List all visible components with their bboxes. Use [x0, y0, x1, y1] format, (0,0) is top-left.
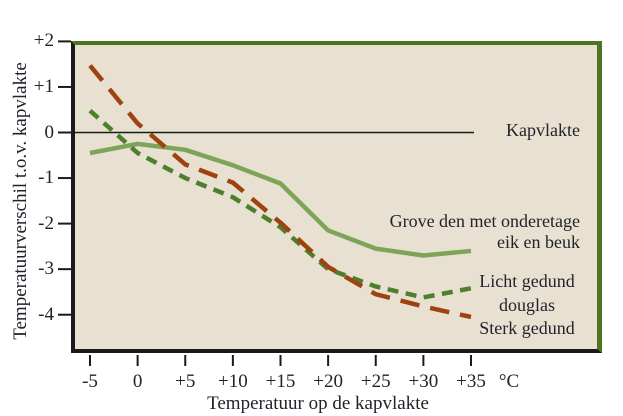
y-tick-label: -4	[38, 303, 54, 325]
x-tick-label: 0	[132, 371, 143, 392]
y-tick-label: -1	[38, 167, 54, 189]
series-label-grove-den-line2: eik en beuk	[497, 232, 580, 252]
x-tick-label: +15	[265, 371, 296, 392]
series-label-sterk-gedund: Sterk gedund	[479, 318, 575, 338]
series-label-douglas-shared: douglas	[499, 294, 555, 315]
y-tick-label: -3	[38, 258, 54, 280]
y-tick-label: -2	[38, 212, 54, 234]
y-tick-label: +2	[33, 30, 54, 52]
x-tick-label: +35	[456, 371, 486, 392]
x-tick-label: -5	[82, 371, 98, 392]
x-tick-label: +30	[408, 371, 439, 392]
series-label-douglas-group: Licht gedund douglas Sterk gedund	[447, 270, 607, 341]
x-tick-label: +10	[218, 371, 248, 392]
x-tick-label: +20	[313, 371, 343, 392]
x-axis-unit-label: °C	[498, 371, 520, 392]
series-label-grove-den-line1: Grove den met onderetage	[389, 211, 580, 231]
series-label-licht-gedund: Licht gedund	[479, 271, 575, 291]
series-label-grove-den: Grove den met onderetage eik en beuk	[360, 211, 580, 253]
y-tick-label: 0	[44, 121, 55, 143]
x-tick-label: +5	[175, 371, 196, 392]
x-axis-title: Temperatuur op de kapvlakte	[207, 393, 429, 414]
x-tick-label: +25	[360, 371, 391, 392]
reference-line-label: Kapvlakte	[506, 120, 580, 140]
y-tick-label: +1	[33, 75, 54, 97]
